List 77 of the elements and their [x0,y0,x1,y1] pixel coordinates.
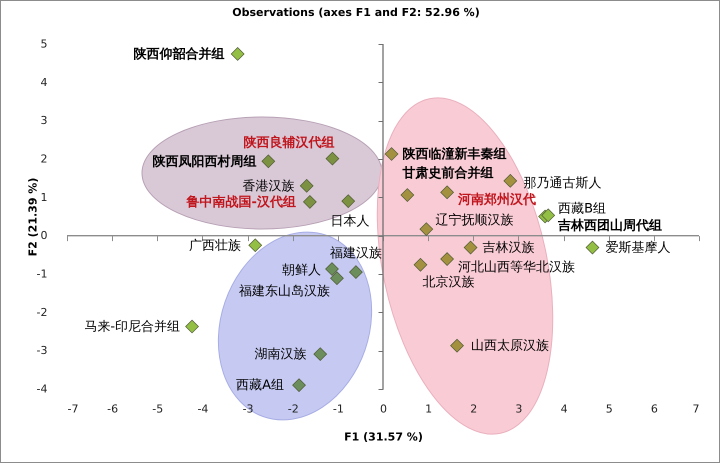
x-tick-label: -3 [242,402,254,416]
annotation: 西藏B组 [558,202,606,216]
y-tick-label: 4 [40,76,48,89]
point [248,238,262,252]
x-tick-label: 0 [380,402,387,416]
x-tick-label: 4 [560,402,568,416]
annotation: 香港汉族 [242,178,295,194]
x-tick-label: -5 [152,402,164,416]
point [349,265,363,279]
point [414,258,428,272]
x-axis-title: F1 (31.57 %) [344,430,423,444]
x-tick-label: -2 [288,402,299,416]
annotation: 辽宁抚顺汉族 [435,212,514,228]
annotation: 日本人 [330,214,370,230]
point [440,186,454,200]
y-tick-label: 5 [40,38,48,50]
point [341,194,356,208]
point [464,240,478,254]
y-tick-label: -3 [36,344,48,358]
y-tick-label: 0 [40,229,48,242]
point [400,188,414,202]
x-tick-label: -4 [197,402,208,416]
point [384,147,398,161]
x-tick-label: 5 [606,402,613,416]
y-tick-label: -1 [36,268,48,280]
annotation: 陕西仰韶合并组 [134,46,225,62]
x-tick-label: 3 [515,402,522,416]
point [326,152,340,166]
point [586,240,600,254]
y-tick-label: -2 [36,306,48,319]
annotation: 广西壮族 [189,238,242,254]
point [230,47,244,61]
point [420,222,434,236]
annotation: 鲁中南战国-汉代组 [185,194,296,210]
point [262,154,276,168]
x-tick-label: 7 [692,402,700,416]
y-tick-label: -4 [36,382,48,396]
point [300,179,314,193]
point [330,271,344,285]
x-tick-label: -7 [68,402,78,416]
annotation: 西藏A组 [236,378,284,394]
annotation: 爱斯基摩人 [605,240,670,256]
x-tick-label: 1 [425,402,432,416]
x-tick-label: -1 [332,402,344,416]
y-tick-label: 1 [40,190,48,204]
annotation: 那乃通古斯人 [523,176,602,191]
chart-title: Observations (axes F1 and F2: 52.96 %) [232,6,480,19]
annotation: 福建汉族 [330,246,382,262]
point [313,347,328,361]
annotation: 河南郑州汉代 [457,192,536,208]
y-tick-label: 3 [40,114,48,128]
point [185,320,199,334]
point [303,195,317,209]
point [440,252,454,266]
point [504,174,518,188]
x-tick-label: 6 [650,402,658,416]
annotation: 吉林西团山周代组 [557,218,662,234]
annotation: 陕西临潼新丰秦组 [402,146,507,162]
point [541,208,555,222]
annotation: 马来-印尼合并组 [84,320,180,335]
annotation: 北京汉族 [422,274,474,290]
point [450,338,464,352]
annotation: 朝鲜人 [282,263,321,278]
annotation: 福建东山岛汉族 [238,284,330,300]
annotation: 山西太原汉族 [471,338,550,354]
annotation: 陕西良辅汉代组 [243,134,334,151]
annotation: 甘肃史前合并组 [401,165,494,182]
x-tick-label: 2 [470,402,478,416]
point [292,378,306,392]
y-axis-title: F2 (21.39 %) [26,178,40,256]
annotation: 河北山西等华北汉族 [458,260,576,276]
point [325,262,339,276]
annotation: 吉林汉族 [482,240,535,256]
annotation: 湖南汉族 [254,347,306,362]
x-tick-label: -6 [107,402,118,416]
annotation: 陕西凤阳西村周组 [152,154,256,170]
y-tick-label: 2 [40,152,48,166]
